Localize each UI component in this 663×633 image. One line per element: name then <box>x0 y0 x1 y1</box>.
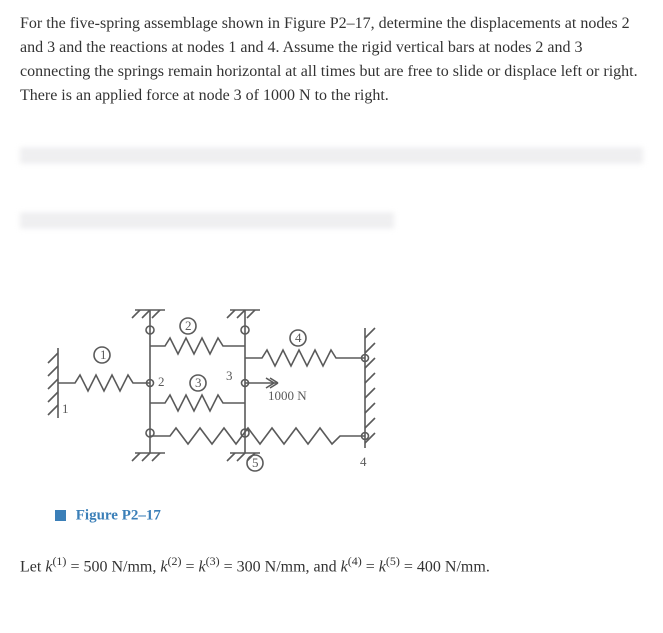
node-4-label: 4 <box>360 454 367 469</box>
redaction-band-1 <box>20 148 643 163</box>
spring-4-label: 4 <box>295 330 302 345</box>
spring-1-label: 1 <box>100 347 107 362</box>
figure-caption-row: Figure P2–17 <box>55 504 643 527</box>
problem-statement: For the five-spring assemblage shown in … <box>20 12 643 108</box>
spring-3-label: 3 <box>195 375 202 390</box>
node-3-label: 3 <box>226 368 233 383</box>
force-label: 1000 N <box>268 388 307 403</box>
redaction-band-2 <box>20 213 394 228</box>
spring-5-label: 5 <box>252 455 259 470</box>
figure-p2-17: 1 2 3 4 5 1 2 3 4 1000 N Figure P2–17 <box>40 288 643 527</box>
node-2-label: 2 <box>158 374 165 389</box>
spring-2-label: 2 <box>185 318 192 333</box>
figure-caption-text: Figure P2–17 <box>76 507 161 523</box>
spring-assemblage-svg: 1 2 3 4 5 1 2 3 4 1000 N <box>40 288 440 488</box>
caption-block-icon <box>55 510 66 521</box>
spring-constants-equation: Let k(1) = 500 N/mm, k(2) = k(3) = 300 N… <box>20 552 643 579</box>
node-1-label: 1 <box>62 401 69 416</box>
